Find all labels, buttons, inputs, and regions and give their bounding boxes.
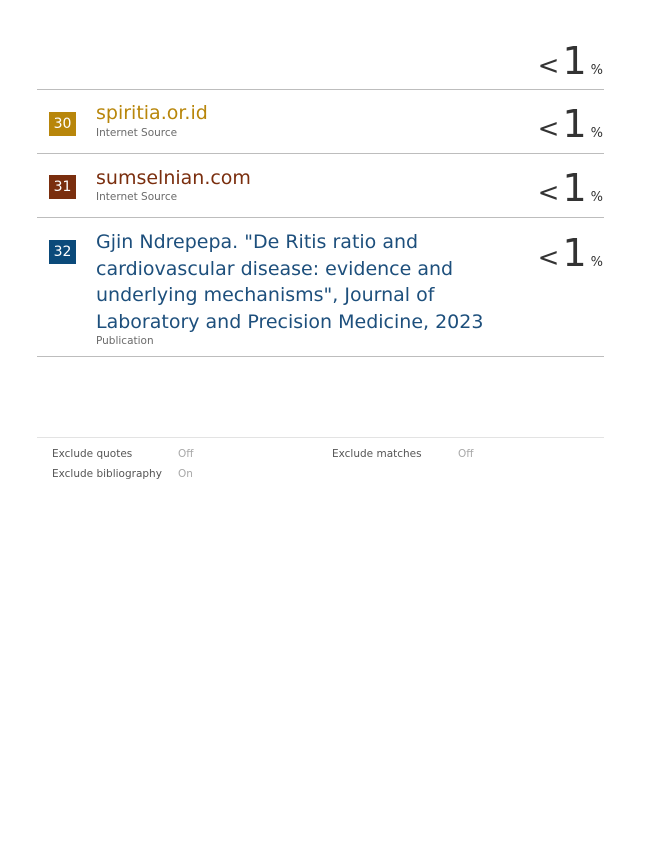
percentage-less-than: < bbox=[537, 178, 560, 208]
percentage-sign: % bbox=[590, 255, 603, 270]
source-type: Publication bbox=[96, 335, 154, 347]
source-title-link[interactable]: spiritia.or.id bbox=[96, 102, 208, 124]
percentage-less-than: < bbox=[537, 51, 560, 81]
exclusions-divider bbox=[37, 437, 604, 438]
exclude-matches-label: Exclude matches bbox=[332, 448, 422, 460]
percentage-value: 1 bbox=[562, 231, 587, 275]
percentage-less-than: < bbox=[537, 243, 560, 273]
percentage-value: 1 bbox=[562, 166, 587, 210]
divider bbox=[37, 153, 604, 154]
divider bbox=[37, 89, 604, 90]
source-percentage: < 1 % bbox=[538, 169, 603, 207]
percentage-less-than: < bbox=[537, 114, 560, 144]
source-title-link[interactable]: Gjin Ndrepepa. "De Ritis ratio and cardi… bbox=[96, 231, 484, 333]
source-title-link[interactable]: sumselnian.com bbox=[96, 167, 251, 189]
divider bbox=[37, 356, 604, 357]
source-type: Internet Source bbox=[96, 127, 178, 139]
source-number-badge: 31 bbox=[49, 175, 76, 199]
source-percentage: < 1 % bbox=[538, 105, 603, 143]
source-type: Internet Source bbox=[96, 191, 178, 203]
exclude-quotes-label: Exclude quotes bbox=[52, 448, 133, 460]
exclude-bibliography-value: On bbox=[178, 468, 193, 480]
source-number-badge: 30 bbox=[49, 112, 76, 136]
divider bbox=[37, 217, 604, 218]
percentage-value: 1 bbox=[562, 39, 587, 83]
percentage-sign: % bbox=[590, 126, 603, 141]
exclude-quotes-value: Off bbox=[178, 448, 194, 460]
exclude-matches-value: Off bbox=[458, 448, 474, 460]
exclude-bibliography-label: Exclude bibliography bbox=[52, 468, 162, 480]
percentage-value: 1 bbox=[562, 102, 587, 146]
top-percentage: < 1 % bbox=[538, 42, 603, 80]
percentage-sign: % bbox=[590, 190, 603, 205]
percentage-sign: % bbox=[590, 63, 603, 78]
source-number-badge: 32 bbox=[49, 240, 76, 264]
source-percentage: < 1 % bbox=[538, 234, 603, 272]
